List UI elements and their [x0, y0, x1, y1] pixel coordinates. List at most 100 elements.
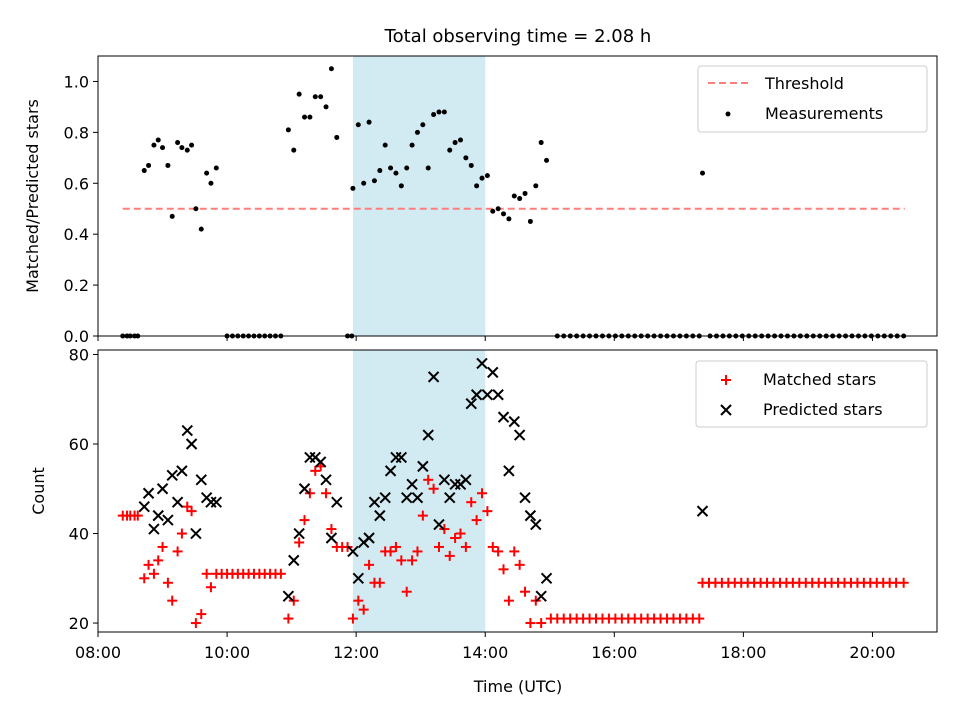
- bottom-y-tick-label: 20: [69, 614, 89, 633]
- cross-stroke: [176, 465, 188, 477]
- matched-point: [326, 524, 337, 535]
- measurement-point: [146, 162, 152, 168]
- predicted-point: [487, 366, 499, 379]
- top-highlight-span: [352, 56, 486, 336]
- cross-stroke: [288, 554, 300, 567]
- matched-point: [390, 541, 401, 552]
- bottom-x-tick-label: 08:00: [75, 643, 121, 662]
- bottom-x-tick-label: 18:00: [720, 643, 766, 662]
- measurement-point: [328, 66, 334, 72]
- measurement-point: [544, 157, 550, 163]
- matched-point: [148, 568, 159, 579]
- cross-stroke: [524, 509, 537, 522]
- measurement-point: [511, 193, 517, 199]
- legend-threshold-label: Threshold: [764, 74, 844, 93]
- matched-point: [157, 541, 168, 552]
- top-y-label: Matched/Predicted stars: [23, 99, 42, 293]
- measurement-point: [285, 127, 291, 133]
- predicted-point: [411, 492, 424, 504]
- bottom-panel: 20 40 60 80 08:00 10:00 12:00 14:00 16:00 18:00 2…: [29, 345, 938, 696]
- matched-point: [401, 586, 412, 597]
- measurement-point: [151, 142, 157, 148]
- predicted-point: [535, 590, 547, 602]
- bottom-highlight-span: [352, 350, 486, 632]
- cross-stroke: [696, 505, 709, 517]
- measurement-point: [409, 142, 415, 148]
- matched-point: [466, 497, 477, 508]
- x-axis-label: Time (UTC): [473, 677, 562, 696]
- predicted-point: [465, 398, 477, 410]
- predicted-point: [166, 469, 178, 482]
- measurement-point: [420, 122, 426, 128]
- matched-point: [694, 613, 705, 624]
- matched-point: [186, 506, 197, 517]
- cross-stroke: [148, 523, 160, 535]
- bottom-y-tick-label: 60: [69, 435, 89, 454]
- measurement-point: [334, 134, 340, 140]
- cross-stroke: [347, 545, 359, 558]
- measurement-point: [527, 218, 533, 224]
- matched-point: [364, 559, 375, 570]
- cross-stroke: [190, 527, 202, 540]
- matched-point: [283, 613, 294, 624]
- measurement-point: [533, 183, 539, 189]
- predicted-point: [379, 492, 391, 504]
- top-y-tick-label: 0.4: [64, 225, 89, 244]
- matched-point: [294, 537, 305, 548]
- measurement-point: [425, 165, 431, 171]
- measurement-point: [388, 165, 394, 171]
- predicted-point: [422, 429, 434, 441]
- matched-point: [503, 595, 514, 606]
- cross-stroke: [395, 451, 408, 464]
- matched-point: [477, 488, 488, 499]
- cross-stroke: [720, 404, 732, 416]
- bottom-series: [117, 357, 909, 629]
- bottom-x-tick-label: 12:00: [333, 643, 379, 662]
- measurement-point: [436, 109, 442, 115]
- legend-matched-swatch: [721, 375, 731, 385]
- top-y-axis: 0.0 0.2 0.4 0.6 0.8 1.0: [64, 72, 98, 346]
- cross-stroke: [487, 366, 499, 379]
- matched-point: [514, 559, 525, 570]
- predicted-point: [363, 532, 375, 544]
- measurement-point: [522, 190, 528, 196]
- cross-stroke: [293, 527, 305, 540]
- legend-predicted-swatch: [720, 404, 732, 416]
- measurement-point: [213, 165, 219, 171]
- measurement-point: [318, 94, 324, 100]
- predicted-point: [513, 429, 526, 441]
- measurement-point: [165, 162, 171, 168]
- matched-point: [493, 546, 504, 557]
- cross-stroke: [320, 474, 332, 486]
- cross-stroke: [476, 357, 488, 370]
- figure-title: Total observing time = 2.08 h: [384, 26, 652, 47]
- measurement-point: [393, 170, 399, 176]
- matched-point: [358, 604, 369, 615]
- matched-point: [310, 465, 321, 476]
- cross-stroke: [171, 496, 184, 508]
- top-x-axis: [97, 336, 873, 341]
- matched-point: [162, 577, 173, 588]
- cross-stroke: [535, 590, 547, 602]
- matched-point: [176, 528, 187, 539]
- legend-measurements-label: Measurements: [765, 104, 883, 123]
- bottom-x-axis: 08:00 10:00 12:00 14:00 16:00 18:00 20:00: [75, 632, 896, 662]
- matched-point: [423, 474, 434, 485]
- predicted-point: [156, 483, 169, 495]
- predicted-point: [298, 483, 311, 495]
- matched-point: [471, 515, 482, 526]
- predicted-point: [492, 389, 504, 401]
- measurement-point: [204, 170, 210, 176]
- cross-stroke: [156, 483, 169, 495]
- cross-stroke: [497, 411, 510, 423]
- cross-stroke: [481, 389, 494, 401]
- top-y-tick-label: 0.6: [64, 174, 89, 193]
- measurement-point: [312, 94, 318, 100]
- predicted-point: [331, 496, 343, 508]
- matched-point: [520, 586, 531, 597]
- predicted-point: [395, 451, 408, 464]
- cross-stroke: [282, 590, 295, 602]
- cross-stroke: [422, 429, 434, 441]
- measurement-point: [169, 213, 175, 219]
- predicted-point: [148, 523, 160, 535]
